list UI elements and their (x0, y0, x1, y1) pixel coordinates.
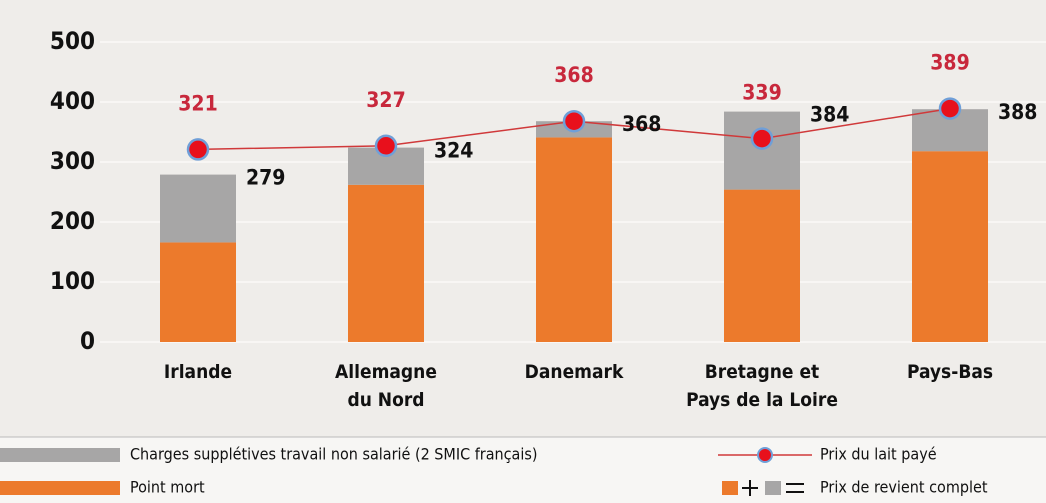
x-tick-label-line: du Nord (347, 389, 424, 411)
bar-segment (160, 242, 236, 342)
y-tick-label: 500 (50, 27, 95, 55)
x-tick-label-line: Pays-Bas (907, 361, 993, 383)
x-tick-label-line: Bretagne et (705, 361, 819, 383)
price-marker (562, 109, 586, 133)
x-tick-label: Allemagne du Nord (335, 361, 437, 411)
y-tick-label: 400 (50, 87, 95, 115)
bar-segment (724, 111, 800, 190)
total-label: 324 (434, 139, 473, 163)
x-tick-label-line: Danemark (525, 361, 624, 383)
bar-segment (348, 184, 424, 342)
y-tick-label: 200 (50, 207, 95, 235)
price-label: 368 (554, 63, 593, 87)
price-label: 327 (366, 88, 405, 112)
bar-segment (912, 151, 988, 342)
price-marker (750, 127, 774, 150)
y-tick-label: 100 (50, 267, 95, 295)
legend-swatch (765, 481, 781, 495)
legend-label: Charges supplétives travail non salarié … (130, 445, 538, 464)
legend-label: Prix de revient complet (820, 478, 988, 497)
legend-marker (757, 447, 773, 463)
price-label: 339 (742, 81, 781, 105)
y-tick-label: 0 (80, 327, 95, 355)
bar-segment (724, 189, 800, 342)
y-tick-label: 300 (50, 147, 95, 175)
x-tick-label-line: Irlande (164, 361, 232, 383)
total-label: 279 (246, 166, 285, 190)
price-marker (186, 138, 210, 161)
price-label: 389 (930, 51, 969, 75)
plot-background (0, 0, 1046, 437)
legend-swatch (0, 481, 120, 495)
legend-equals (786, 483, 804, 493)
price-marker (374, 134, 398, 158)
x-tick-label-line: Pays de la Loire (686, 389, 838, 411)
legend-plus (742, 480, 758, 496)
legend-swatch (722, 481, 738, 495)
x-tick-label: Danemark (525, 361, 624, 383)
total-label: 384 (810, 103, 849, 127)
x-tick-label: Bretagne et Pays de la Loire (686, 361, 838, 411)
legend-swatch (0, 448, 120, 462)
price-marker (938, 97, 962, 120)
legend-label: Point mort (130, 478, 205, 497)
x-tick-label: Pays-Bas (907, 361, 993, 383)
bar-segment (536, 137, 612, 342)
bar-segment (160, 174, 236, 243)
x-tick-label-line: Allemagne (335, 361, 437, 383)
price-label: 321 (178, 91, 217, 115)
total-label: 388 (998, 100, 1037, 124)
x-tick-label: Irlande (164, 361, 232, 383)
legend-background (0, 437, 1046, 503)
legend-label: Prix du lait payé (820, 445, 937, 464)
total-label: 368 (622, 112, 661, 136)
